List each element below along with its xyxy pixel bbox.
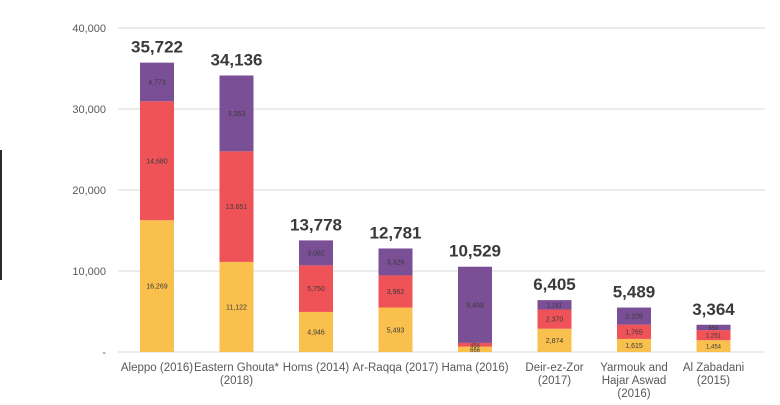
segment-value-label: 2,370: [546, 317, 564, 324]
y-tick-label: 40,000: [72, 23, 106, 35]
bar-segment: [696, 324, 731, 331]
segment-value-label: 1,765: [625, 329, 643, 336]
bar-segment: [378, 307, 413, 352]
bar-segment: [617, 307, 651, 325]
bar-segment: [696, 340, 731, 352]
segment-value-label: 3,082: [307, 250, 325, 257]
bar-segment: [219, 75, 254, 152]
x-tick-label: Eastern Ghouta* (2018): [194, 362, 280, 387]
x-tick-label: Hama (2016): [441, 362, 508, 374]
x-tick-label-line: Ar-Raqqa (2017): [353, 362, 439, 374]
bar-segment: [299, 311, 333, 352]
x-tick-label: Deir-ez-Zor (2017): [525, 362, 583, 387]
bar-segment: [617, 338, 651, 352]
x-tick-label: Aleppo (2016): [121, 362, 193, 374]
y-tick-label: -: [102, 347, 106, 359]
bar-total-label: 5,489: [613, 283, 656, 302]
bar-segment: [537, 328, 572, 352]
x-tick-label-line: Eastern Ghouta*: [194, 362, 280, 374]
x-tick-label-line: Al Zabadani: [683, 362, 744, 374]
x-tick-label-line: (2017): [538, 375, 571, 387]
bar-segment: [140, 62, 174, 102]
bar-segment: [140, 101, 174, 221]
segment-value-label: 11,122: [226, 304, 247, 311]
x-tick-label: Ar-Raqqa (2017): [353, 362, 439, 374]
bar-total-label: 6,405: [533, 275, 576, 294]
segment-value-label: 4,946: [307, 329, 325, 336]
bar-total-label: 3,364: [692, 300, 735, 319]
y-tick-label: 30,000: [72, 104, 106, 116]
segment-value-label: 14,680: [146, 158, 168, 165]
x-tick-label-line: Homs (2014): [283, 362, 350, 374]
bar-segment: [537, 309, 572, 329]
bar-total-label: 13,778: [290, 215, 342, 234]
segment-value-label: 1,454: [706, 345, 722, 351]
segment-value-label: 1,161: [547, 303, 563, 309]
segment-value-label: 2,109: [625, 314, 643, 321]
bar-segment: [299, 265, 333, 312]
bar-segment: [696, 330, 731, 341]
bar-total-label: 34,136: [211, 50, 263, 69]
x-tick-label-line: (2015): [697, 375, 730, 387]
x-tick-label-line: (2018): [220, 375, 253, 387]
segment-value-label: 454: [470, 343, 481, 349]
x-tick-label-line: Hama (2016): [441, 362, 508, 374]
x-tick-label: Yarmouk and Hajar Aswad (2016): [600, 362, 668, 400]
segment-value-label: 5,493: [387, 327, 405, 334]
x-tick-label-line: Aleppo (2016): [121, 362, 193, 374]
bar-segment: [378, 248, 413, 276]
bar-segment: [140, 220, 174, 352]
left-edge-line: [0, 150, 2, 280]
segment-value-label: 3,363: [228, 111, 246, 118]
bar-segment: [458, 342, 492, 347]
bar-segment: [219, 151, 254, 262]
segment-value-label: 5,750: [307, 286, 325, 293]
bar-segment: [537, 300, 572, 310]
segment-value-label: 3,326: [387, 259, 405, 266]
bar-total-label: 35,722: [131, 38, 183, 57]
segment-value-label: 13,651: [226, 204, 248, 211]
y-tick-label: 20,000: [72, 185, 106, 197]
bar-segment: [458, 346, 492, 352]
segment-value-label: 2,874: [546, 338, 564, 345]
segment-value-label: 666: [470, 348, 481, 354]
x-tick-label-line: Hajar Aswad: [602, 375, 667, 387]
x-tick-label: Al Zabadani (2015): [683, 362, 744, 387]
bar-segment: [219, 261, 254, 352]
segment-value-label: 4,773: [148, 79, 166, 86]
bar-total-label: 10,529: [449, 242, 501, 261]
segment-value-label: 1,251: [706, 334, 722, 340]
bar-segment: [458, 266, 492, 343]
x-tick-label-line: Deir-ez-Zor: [525, 362, 583, 374]
x-tick-label-line: (2016): [617, 388, 650, 400]
segment-value-label: 1,615: [625, 343, 643, 350]
x-tick-label-line: Yarmouk and: [600, 362, 668, 374]
y-tick-label: 10,000: [72, 266, 106, 278]
segment-value-label: 16,269: [146, 284, 168, 291]
bar-total-label: 12,781: [370, 223, 422, 242]
bar-segment: [378, 275, 413, 308]
segment-value-label: 659: [708, 326, 719, 332]
bar-segment: [299, 240, 333, 266]
segment-value-label: 9,409: [466, 302, 484, 309]
bar-segment: [617, 324, 651, 339]
segment-value-label: 3,962: [387, 289, 405, 296]
x-tick-label: Homs (2014): [283, 362, 350, 374]
